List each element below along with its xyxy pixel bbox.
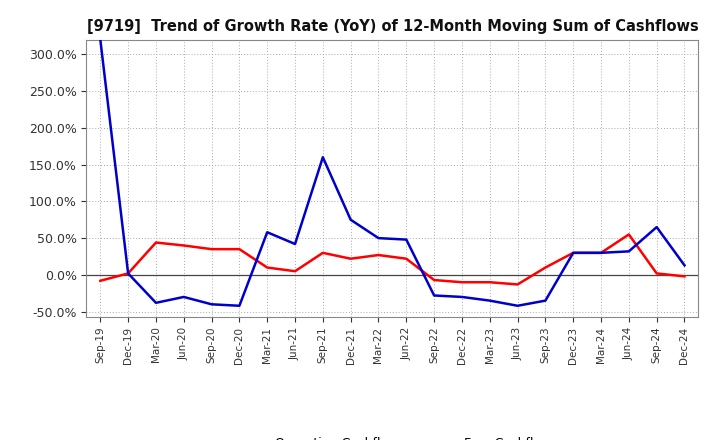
Legend: Operating Cashflow, Free Cashflow: Operating Cashflow, Free Cashflow [228,432,557,440]
Title: [9719]  Trend of Growth Rate (YoY) of 12-Month Moving Sum of Cashflows: [9719] Trend of Growth Rate (YoY) of 12-… [86,19,698,34]
